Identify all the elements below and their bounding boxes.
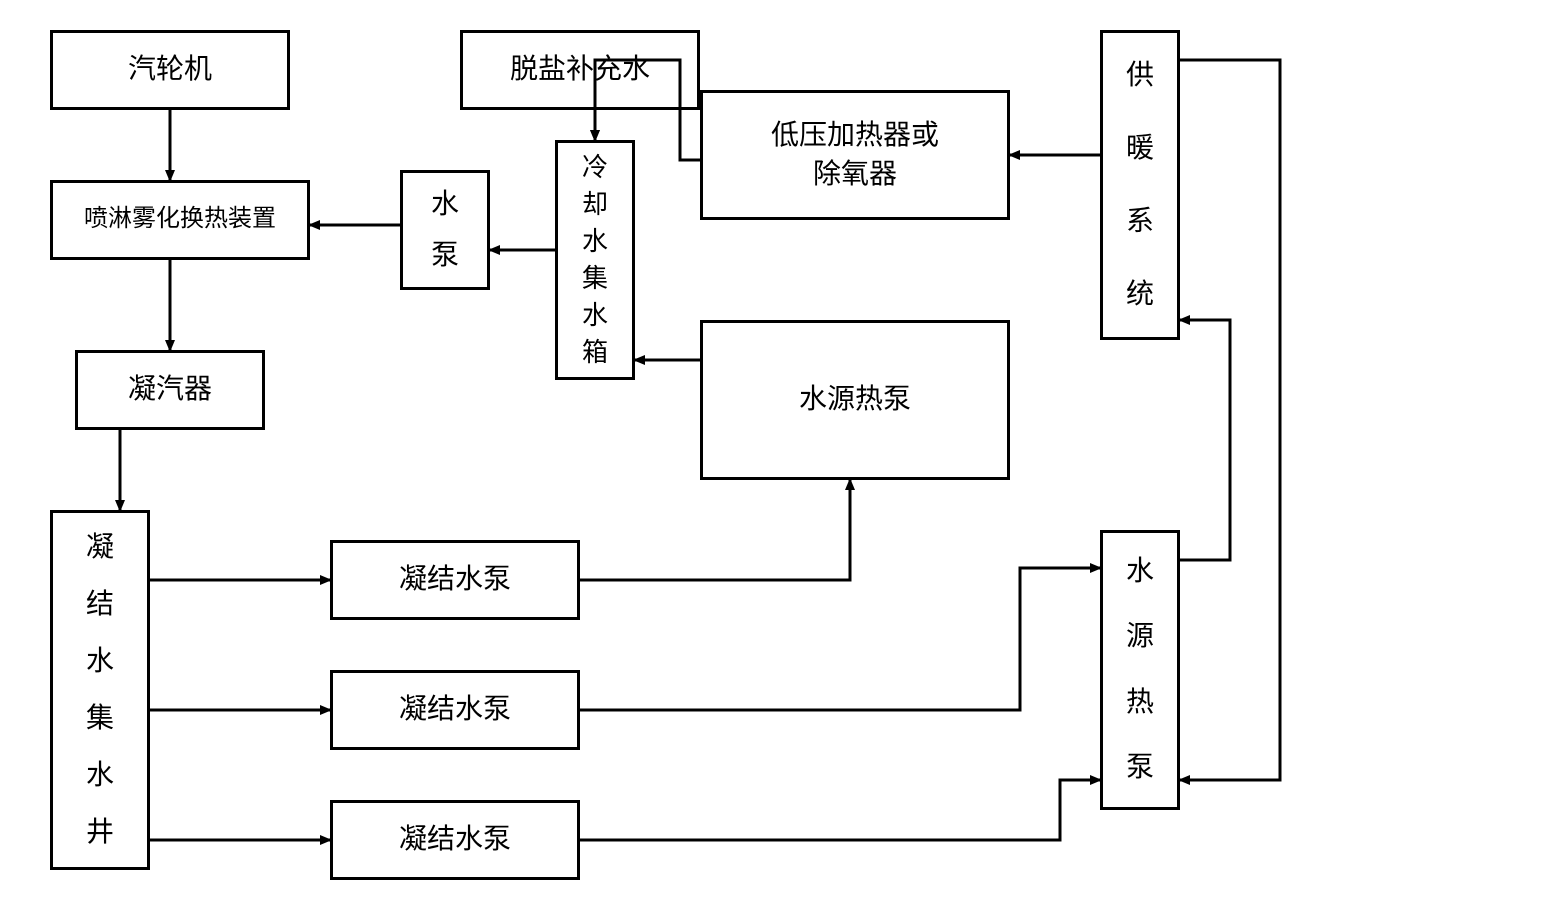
node-label-2: 结 bbox=[86, 591, 114, 619]
node-label-2: 源 bbox=[1126, 623, 1154, 651]
node-spray-heat-exchanger: 喷淋雾化换热装置 bbox=[50, 180, 310, 260]
node-water-source-hp2: 水 源 热 泵 bbox=[1100, 530, 1180, 810]
node-label-4: 统 bbox=[1126, 281, 1154, 309]
node-label: 水源热泵 bbox=[799, 380, 911, 419]
node-label-1: 凝 bbox=[86, 534, 114, 562]
edge bbox=[580, 480, 850, 580]
node-label-6: 箱 bbox=[582, 340, 608, 366]
node-label-3: 水 bbox=[86, 648, 114, 676]
node-label-1: 水 bbox=[431, 191, 459, 219]
node-label-4: 集 bbox=[582, 266, 608, 292]
node-water-pump: 水 泵 bbox=[400, 170, 490, 290]
node-condensate-pump2: 凝结水泵 bbox=[330, 670, 580, 750]
node-label-1: 冷 bbox=[582, 155, 608, 181]
node-label: 凝结水泵 bbox=[399, 820, 511, 859]
node-condensate-pump1: 凝结水泵 bbox=[330, 540, 580, 620]
node-label: 汽轮机 bbox=[128, 50, 212, 89]
node-label-3: 热 bbox=[1126, 689, 1154, 717]
node-condenser: 凝汽器 bbox=[75, 350, 265, 430]
node-label-3: 系 bbox=[1126, 208, 1154, 236]
node-label: 凝结水泵 bbox=[399, 690, 511, 729]
node-condensate-pump3: 凝结水泵 bbox=[330, 800, 580, 880]
node-label-2: 暖 bbox=[1126, 135, 1154, 163]
node-condensate-well: 凝 结 水 集 水 井 bbox=[50, 510, 150, 870]
edge bbox=[580, 568, 1100, 710]
node-label-3: 水 bbox=[582, 229, 608, 255]
node-label-2: 却 bbox=[582, 192, 608, 218]
flowchart-canvas: 汽轮机 喷淋雾化换热装置 凝汽器 脱盐补充水 水 泵 冷 却 水 集 水 箱 低… bbox=[0, 0, 1556, 904]
node-label-5: 水 bbox=[86, 762, 114, 790]
node-cooling-water-tank: 冷 却 水 集 水 箱 bbox=[555, 140, 635, 380]
node-label: 脱盐补充水 bbox=[510, 50, 650, 89]
node-heating-system: 供 暖 系 统 bbox=[1100, 30, 1180, 340]
edge bbox=[1180, 320, 1230, 560]
node-label-5: 水 bbox=[582, 303, 608, 329]
node-label-1: 供 bbox=[1126, 62, 1154, 90]
edge bbox=[580, 780, 1100, 840]
node-label: 凝结水泵 bbox=[399, 560, 511, 599]
node-turbine: 汽轮机 bbox=[50, 30, 290, 110]
node-label: 喷淋雾化换热装置 bbox=[84, 203, 276, 237]
node-label-4: 集 bbox=[86, 705, 114, 733]
node-water-source-hp1: 水源热泵 bbox=[700, 320, 1010, 480]
node-desalinated-makeup: 脱盐补充水 bbox=[460, 30, 700, 110]
node-label-2: 泵 bbox=[431, 242, 459, 270]
node-label: 凝汽器 bbox=[128, 370, 212, 409]
node-label-6: 井 bbox=[86, 819, 114, 847]
node-label: 低压加热器或除氧器 bbox=[771, 116, 939, 194]
node-label-4: 泵 bbox=[1126, 754, 1154, 782]
edge bbox=[1180, 60, 1280, 780]
node-label-1: 水 bbox=[1126, 558, 1154, 586]
node-lp-heater-deaerator: 低压加热器或除氧器 bbox=[700, 90, 1010, 220]
